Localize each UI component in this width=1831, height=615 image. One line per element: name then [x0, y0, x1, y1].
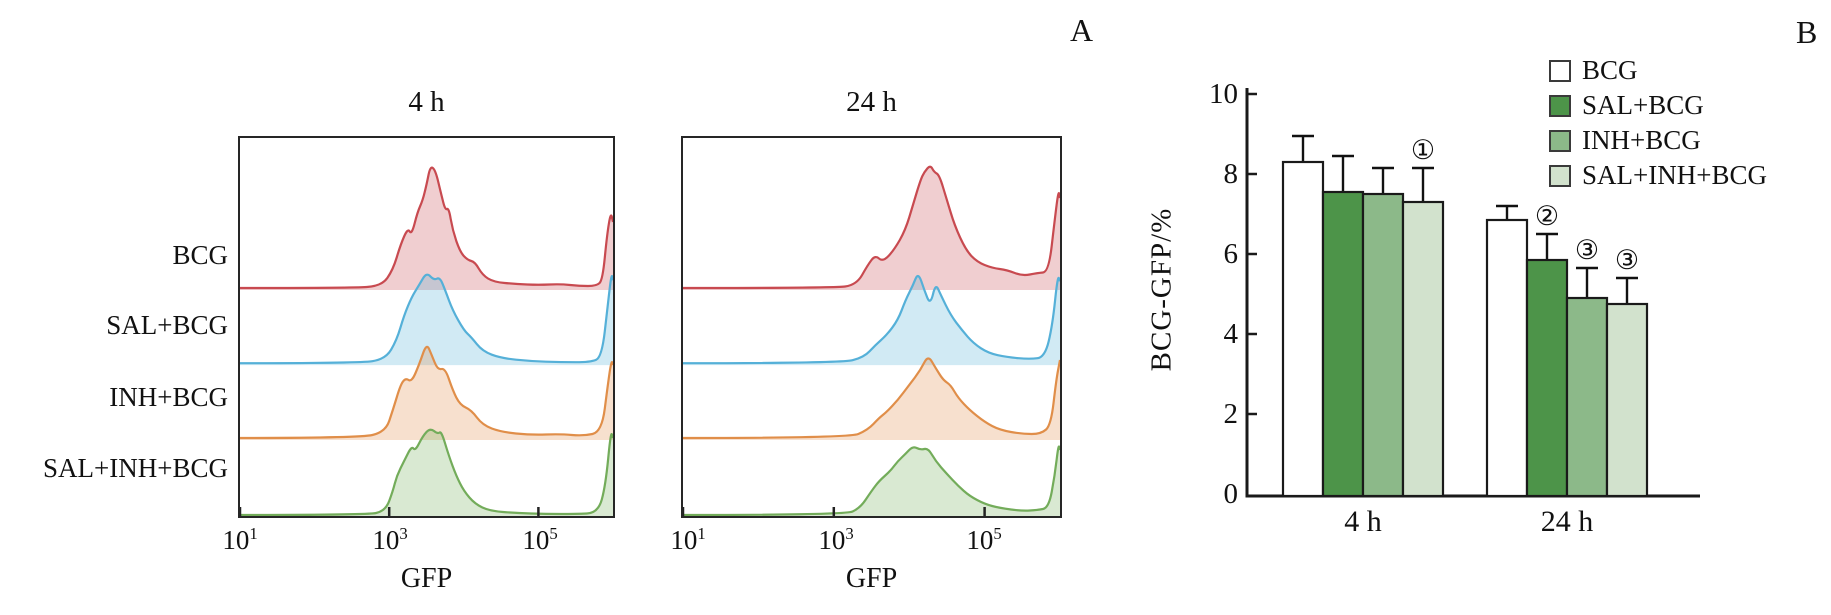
flow-row-label-inh-bcg: INH+BCG [109, 382, 228, 412]
flow-row-label-sal-inh-bcg: SAL+INH+BCG [43, 453, 228, 483]
ridge-fill [240, 346, 613, 441]
ridge-fill [240, 274, 613, 366]
legend-label-sal-inh-bcg: SAL+INH+BCG [1582, 160, 1767, 190]
legend-swatch-inh-bcg [1549, 129, 1571, 152]
bar-y-tick-label: 8 [1223, 158, 1239, 190]
bar-y-tick-label: 4 [1223, 318, 1239, 350]
legend-swatch-sal-bcg [1549, 94, 1571, 117]
bar-group-label-24h: 24 h [1540, 505, 1594, 538]
ridge-line [682, 274, 1062, 365]
flow-panel1-title: 4 h [408, 86, 445, 118]
ridge-line [239, 345, 615, 440]
flow-xaxis-label-1: GFP [400, 563, 453, 594]
significance-annotation: ③ [1574, 235, 1600, 265]
x-tick-10e3: 103 [818, 524, 854, 555]
flow-plot-4h [238, 136, 615, 518]
bar [1565, 296, 1609, 498]
bar-y-tick-label: 6 [1223, 238, 1239, 270]
bar [1361, 192, 1405, 498]
bar-y-tick-label: 10 [1209, 78, 1238, 110]
bar [1321, 190, 1365, 498]
panel-a-label: A [1070, 12, 1094, 48]
x-tick-10e5: 105 [522, 524, 558, 555]
bar [1605, 302, 1649, 498]
ridge-fill [240, 429, 613, 516]
panel-b-label: B [1796, 14, 1818, 50]
ridge-line [239, 428, 615, 517]
ridge-fill [683, 446, 1060, 516]
legend-row-inh-bcg: INH+BCG [1549, 125, 1767, 155]
bar-group-label-4h: 4 h [1344, 505, 1382, 538]
legend-row-sal-inh-bcg: SAL+INH+BCG [1549, 160, 1767, 190]
significance-annotation: ② [1534, 201, 1560, 231]
ridge-line [239, 166, 615, 290]
bar-legend: BCG SAL+BCG INH+BCG SAL+INH+BCG [1549, 55, 1767, 190]
ridge-fill [240, 167, 613, 290]
legend-label-sal-bcg: SAL+BCG [1582, 90, 1704, 120]
bar [1401, 200, 1445, 498]
legend-label-bcg: BCG [1582, 55, 1638, 85]
ridge-line [682, 357, 1062, 440]
flow-row-label-sal-bcg: SAL+BCG [106, 310, 228, 340]
legend-label-inh-bcg: INH+BCG [1582, 125, 1701, 155]
flow-histogram-4h [238, 166, 615, 517]
bar-y-tick-label: 2 [1223, 398, 1239, 430]
ridge-fill [683, 166, 1060, 290]
legend-row-sal-bcg: SAL+BCG [1549, 90, 1767, 120]
flow-row-label-bcg: BCG [172, 240, 228, 270]
flow-panel2-title: 24 h [846, 86, 897, 118]
ridge-fill [683, 275, 1060, 366]
significance-annotation: ① [1410, 135, 1436, 165]
flow-xaxis-label-2: GFP [845, 563, 898, 594]
bar [1485, 218, 1529, 498]
ridge-line [682, 445, 1062, 517]
bar-y-tick-label: 0 [1223, 478, 1239, 510]
flow-plot-24h [681, 136, 1062, 518]
legend-swatch-bcg [1549, 59, 1571, 82]
ridge-fill [683, 358, 1060, 441]
x-tick-10e1: 101 [222, 524, 258, 555]
legend-swatch-sal-inh-bcg [1549, 164, 1571, 187]
ridge-line [239, 273, 615, 365]
flow-histogram-24h [681, 165, 1062, 517]
bar [1281, 160, 1325, 498]
bar [1525, 258, 1569, 498]
bar-chart [1245, 88, 1700, 498]
x-tick-10e3: 103 [372, 524, 408, 555]
significance-annotation: ③ [1614, 245, 1640, 275]
legend-row-bcg: BCG [1549, 55, 1767, 85]
ridge-line [682, 165, 1062, 290]
x-tick-10e1: 101 [670, 524, 706, 555]
x-tick-10e5: 105 [966, 524, 1002, 555]
